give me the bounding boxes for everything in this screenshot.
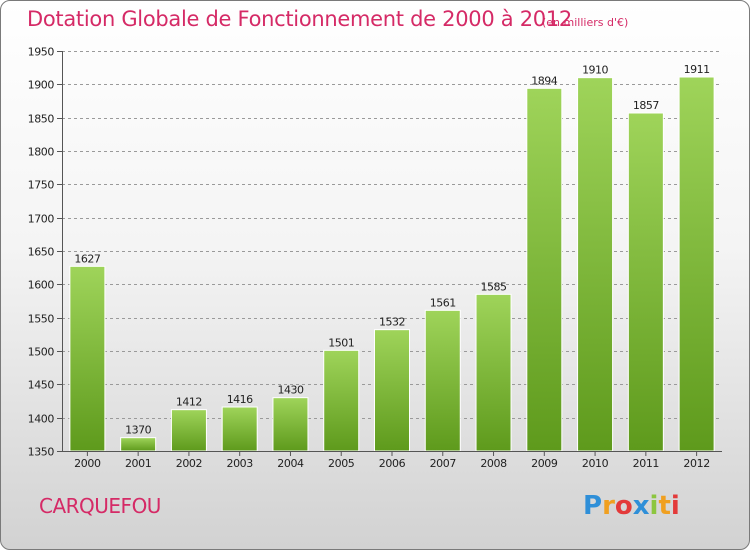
bar: [374, 329, 410, 452]
bar: [577, 77, 614, 452]
x-tick-label: 2000: [74, 457, 101, 470]
bar-value-label: 1501: [328, 336, 354, 349]
x-tick-label: 2003: [226, 457, 253, 470]
y-tick-label: 1750: [28, 179, 55, 192]
bar: [69, 265, 106, 452]
x-tick-label: 2008: [480, 457, 507, 470]
bar-value-label: 1585: [481, 280, 507, 293]
proxiti-logo: Proxiti: [583, 491, 680, 521]
bar-value-label: 1911: [684, 63, 710, 76]
logo-letter: o: [614, 491, 633, 521]
y-tick-label: 1800: [28, 146, 55, 159]
bar: [526, 87, 563, 452]
y-tick-label: 1600: [28, 279, 55, 292]
x-tick-label: 2004: [277, 457, 304, 470]
axes: [57, 51, 722, 456]
x-tick-label: 2005: [328, 457, 355, 470]
y-tick-label: 1700: [28, 213, 55, 226]
bar-value-label: 1910: [582, 64, 608, 77]
bar-value-label: 1412: [176, 396, 202, 409]
logo-letter: i: [649, 491, 659, 521]
bar: [627, 112, 664, 452]
chart-title: Dotation Globale de Fonctionnement de 20…: [27, 7, 572, 31]
y-tick-label: 1500: [28, 346, 55, 359]
bar-value-label: 1532: [379, 316, 405, 329]
chart-subtitle: (en milliers d'€): [542, 16, 629, 29]
bar: [272, 397, 309, 452]
y-tick-label: 1900: [28, 79, 55, 92]
y-tick-label: 1350: [28, 446, 55, 459]
logo-letter: P: [583, 491, 603, 521]
bar-value-label: 1894: [531, 74, 557, 87]
x-tick-label: 2009: [531, 457, 558, 470]
logo-letter: i: [670, 491, 680, 521]
bar: [424, 309, 461, 452]
bar: [475, 293, 512, 452]
x-tick-label: 2002: [176, 457, 202, 470]
bar-value-label: 1561: [430, 296, 456, 309]
logo-letter: x: [632, 491, 650, 521]
x-tick-label: 2007: [430, 457, 457, 470]
x-tick-label: 2012: [683, 457, 709, 470]
labels: 1350 1400 1450 1500 1550 1600 1650 1700 1750 1800…: [28, 46, 711, 471]
x-tick-label: 2001: [125, 457, 151, 470]
x-tick-label: 2010: [582, 457, 609, 470]
bar: [678, 76, 715, 452]
bar-value-label: 1430: [277, 384, 303, 397]
bar-value-label: 1370: [125, 424, 151, 437]
bars: [69, 76, 715, 452]
bar-value-label: 1857: [633, 99, 659, 112]
bar-value-label: 1627: [74, 252, 100, 265]
y-tick-label: 1850: [28, 113, 55, 126]
bar: [120, 437, 157, 452]
x-tick-label: 2006: [379, 457, 406, 470]
y-tick-label: 1650: [28, 246, 55, 259]
y-tick-label: 1450: [28, 379, 55, 392]
bar-value-label: 1416: [227, 393, 253, 406]
x-tick-label: 2011: [633, 457, 659, 470]
y-tick-label: 1950: [28, 46, 55, 59]
commune-name: CARQUEFOU: [39, 494, 161, 518]
bar: [221, 406, 258, 452]
y-tick-label: 1550: [28, 313, 55, 326]
logo-letter: r: [602, 491, 615, 521]
logo-letter: t: [658, 491, 671, 521]
bar: [170, 409, 207, 452]
y-tick-label: 1400: [28, 413, 55, 426]
bar: [323, 349, 360, 452]
